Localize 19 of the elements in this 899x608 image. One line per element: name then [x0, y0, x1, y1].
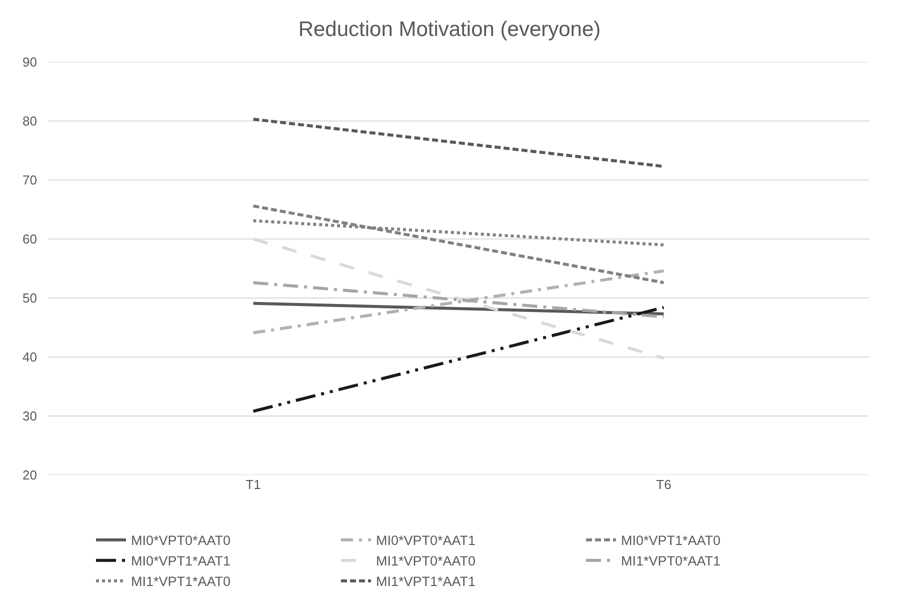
- y-tick-label: 30: [22, 408, 37, 424]
- legend-label: MI0*VPT1*AAT0: [621, 533, 721, 548]
- legend-label: MI1*VPT1*AAT1: [376, 574, 476, 590]
- y-tick-label: 40: [22, 350, 37, 365]
- legend-label: MI1*VPT0*AAT0: [376, 554, 476, 569]
- x-tick-label: T1: [246, 477, 261, 492]
- y-tick-label: 90: [22, 54, 37, 70]
- y-tick-label: 50: [22, 290, 37, 306]
- legend-label: MI0*VPT0*AAT1: [376, 533, 476, 548]
- y-tick-label: 20: [22, 468, 37, 483]
- chart-title: Reduction Motivation (everyone): [298, 18, 601, 41]
- legend-label: MI1*VPT0*AAT1: [621, 554, 721, 569]
- legend-label: MI0*VPT1*AAT1: [131, 554, 231, 569]
- x-tick-label: T6: [656, 477, 672, 492]
- legend-label: MI0*VPT0*AAT0: [131, 533, 231, 548]
- y-tick-label: 80: [22, 114, 37, 129]
- y-tick-label: 60: [22, 232, 37, 247]
- legend-label: MI1*VPT1*AAT0: [131, 574, 231, 590]
- y-tick-label: 70: [22, 172, 37, 188]
